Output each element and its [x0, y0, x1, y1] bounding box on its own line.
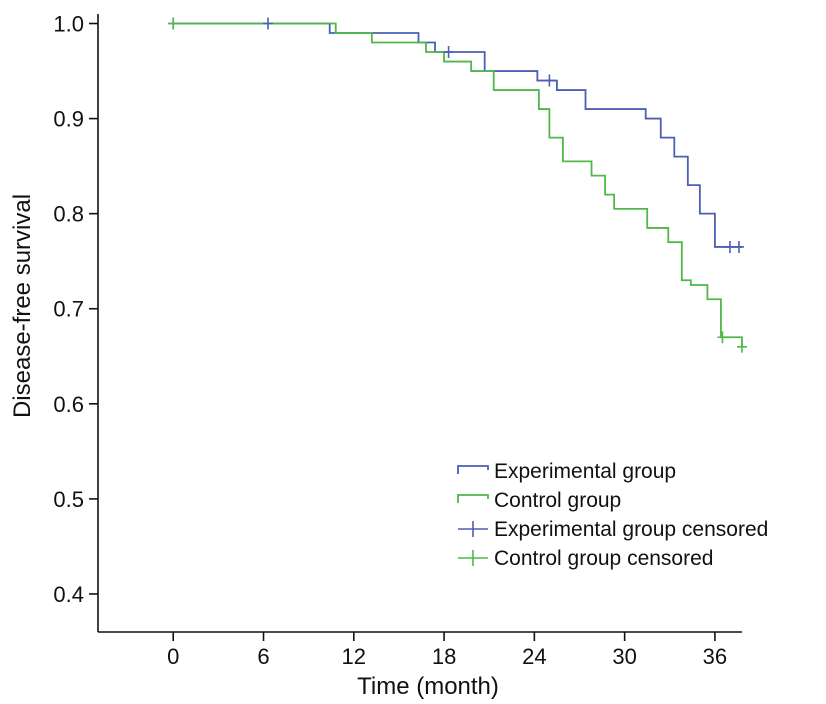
series-layer [173, 22, 743, 347]
y-tick-label: 0.7 [53, 297, 84, 322]
legend-censor-swatch [458, 521, 488, 537]
experimental-censor-mark [544, 74, 555, 87]
control-censor-mark [737, 340, 747, 353]
x-tick-label: 18 [432, 644, 456, 669]
experimental-censor-mark [724, 240, 735, 253]
x-tick-label: 0 [167, 644, 179, 669]
y-tick-label: 1.0 [53, 12, 84, 37]
y-tick-label: 0.5 [53, 487, 84, 512]
x-tick-label: 36 [703, 644, 727, 669]
axes [97, 14, 742, 633]
x-tick-label: 12 [342, 644, 366, 669]
y-tick-label: 0.4 [53, 582, 84, 607]
y-tick-label: 0.8 [53, 202, 84, 227]
y-tick-label: 0.9 [53, 107, 84, 132]
legend-label: Experimental group [494, 460, 676, 483]
legend-line-swatch [457, 494, 489, 503]
x-ticks: 0 6 12 18 24 30 36 [167, 632, 727, 669]
legend-label: Control group censored [494, 547, 713, 570]
y-tick-label: 0.6 [53, 392, 84, 417]
x-tick-label: 24 [522, 644, 546, 669]
legend-label: Experimental group censored [494, 518, 768, 541]
y-axis-title: Disease-free survival [9, 194, 36, 418]
experimental-group-line [173, 22, 742, 248]
legend-line-swatch [457, 465, 489, 474]
experimental-censor-mark [733, 240, 744, 253]
y-ticks: 0.4 0.5 0.6 0.7 0.8 0.9 1.0 [53, 12, 98, 607]
x-tick-label: 30 [612, 644, 636, 669]
legend-censor-swatch [458, 550, 488, 566]
legend-label: Control group [494, 489, 621, 512]
control-group-line [173, 22, 743, 347]
x-tick-label: 6 [257, 644, 269, 669]
control-censor-mark [168, 17, 179, 30]
experimental-censor-mark [263, 17, 274, 30]
x-axis-title: Time (month) [357, 673, 499, 700]
legend: Experimental group Control group Experimen… [457, 460, 768, 570]
control-censor-mark [717, 331, 728, 344]
censor-layer [168, 17, 747, 353]
experimental-censor-mark [443, 46, 454, 59]
